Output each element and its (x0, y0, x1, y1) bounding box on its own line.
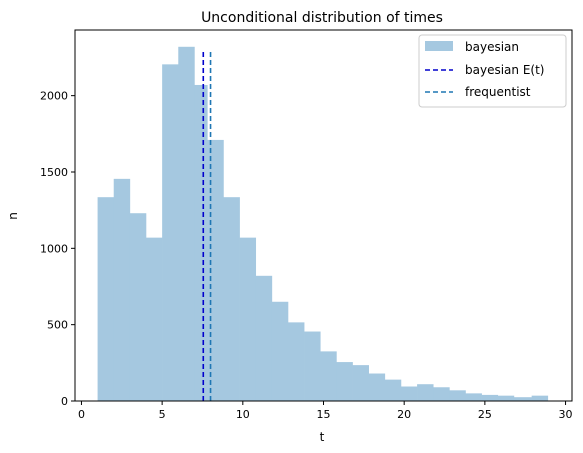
legend-label-bayesian: bayesian (465, 40, 519, 54)
x-tick-label: 15 (317, 408, 331, 421)
histogram-bar (271, 301, 289, 401)
histogram-bar (207, 139, 224, 402)
y-axis-ticks: 0 500 1000 1500 2000 (40, 90, 75, 408)
histogram-bar (368, 373, 386, 401)
histogram-bar (352, 365, 369, 401)
legend-box (418, 34, 567, 108)
histogram-bar (129, 213, 147, 401)
histogram-bar (417, 384, 434, 401)
legend-swatch-bayesian (425, 41, 453, 51)
histogram-bar (113, 178, 131, 401)
chart-title: Unconditional distribution of times (201, 10, 443, 26)
histogram-bar (497, 395, 515, 401)
x-tick-label: 5 (159, 408, 166, 421)
histogram-bars (97, 46, 549, 402)
x-tick-label: 25 (478, 408, 492, 421)
y-axis-label: n (6, 212, 20, 220)
histogram-bar (465, 393, 482, 401)
histogram-bar (513, 397, 532, 401)
histogram-bar (531, 395, 549, 401)
histogram-bar (255, 275, 273, 401)
histogram-bar (239, 237, 257, 401)
histogram-bar (384, 379, 402, 401)
histogram-bar (481, 394, 499, 401)
x-tick-label: 30 (559, 408, 573, 421)
histogram-bar (162, 64, 179, 401)
histogram-bar (400, 386, 418, 401)
histogram-bar (304, 331, 321, 401)
expectation-lines (202, 49, 212, 401)
histogram-bar (194, 84, 208, 402)
y-tick-label: 1000 (40, 242, 68, 255)
legend: bayesian bayesian E(t) frequentist (418, 34, 567, 108)
histogram-bar (97, 197, 115, 401)
x-tick-label: 0 (78, 408, 85, 421)
histogram-bar (433, 387, 450, 401)
y-tick-label: 500 (47, 319, 68, 332)
histogram-bar (146, 237, 163, 401)
histogram-bar (223, 197, 240, 401)
x-axis-label: t (320, 430, 325, 444)
legend-label-frequentist: frequentist (465, 85, 531, 99)
histogram-bar (320, 351, 337, 401)
x-tick-label: 20 (397, 408, 411, 421)
histogram-bar (178, 46, 195, 401)
y-tick-label: 1500 (40, 166, 68, 179)
histogram-bar (288, 322, 305, 401)
y-tick-label: 2000 (40, 90, 68, 103)
legend-label-bayesian-et: bayesian E(t) (465, 63, 544, 77)
y-tick-label: 0 (61, 395, 68, 408)
x-tick-label: 10 (236, 408, 250, 421)
histogram-bar (336, 362, 353, 401)
histogram-bar (449, 390, 466, 401)
x-axis-ticks: 0 5 10 15 20 25 30 (78, 401, 573, 421)
